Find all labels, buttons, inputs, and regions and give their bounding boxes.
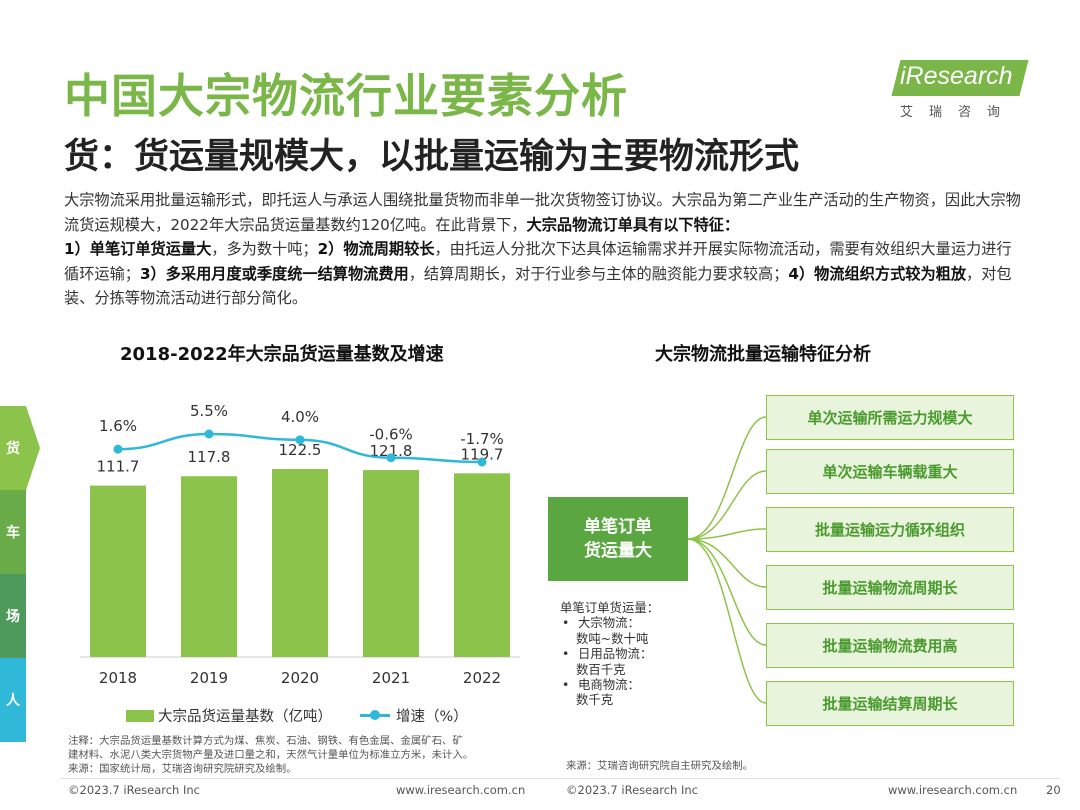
feature-box: 批量运输物流周期长 (766, 565, 1014, 610)
iresearch-logo: iResearch 艾瑞咨询 (891, 60, 1032, 120)
order-volume-detail: 单笔订单货运量： 大宗物流： 数吨~数十吨 日用品物流： 数百千克 电商物流： … (560, 600, 659, 708)
bar (363, 470, 419, 657)
feature-box: 批量运输运力循环组织 (766, 507, 1014, 552)
logo-subtext: 艾瑞咨询 (900, 105, 1017, 120)
intro-paragraph: 大宗物流采用批量运输形式，即托运人与承运人围绕批量货物而非单一批次货物签订协议。… (64, 188, 1026, 311)
x-tick-label: 2020 (281, 669, 319, 687)
detail-item-name: 日用品物流： (560, 646, 659, 662)
chart-legend: 大宗品货运量基数（亿吨） 增速（%） (126, 705, 468, 726)
side-tab-ren[interactable]: 人 (0, 658, 26, 742)
legend-bar-label: 大宗品货运量基数（亿吨） (158, 709, 332, 725)
growth-rate-point (477, 457, 487, 467)
growth-rate-point (295, 435, 305, 445)
x-tick-label: 2019 (190, 669, 228, 687)
footer-url-right[interactable]: www.iresearch.com.cn (888, 783, 1018, 797)
center-line-2: 货运量大 (584, 541, 652, 561)
legend-line-label: 增速（%） (396, 709, 468, 725)
detail-item-name: 电商物流： (560, 677, 659, 693)
center-line-1: 单笔订单 (584, 517, 652, 537)
connector-line (687, 470, 767, 540)
diagram-source: 来源：艾瑞咨询研究院自主研究及绘制。 (566, 760, 754, 772)
connector-line (687, 538, 767, 646)
feature-box: 批量运输结算周期长 (766, 681, 1014, 726)
bar-value-label: 117.8 (188, 448, 231, 466)
legend-bar-swatch (126, 709, 154, 722)
connector-line (687, 416, 767, 540)
growth-rate-label: -1.7% (460, 430, 504, 448)
intro-text-5: ，对包装、分拣等物流活动进行部分简化。 (64, 264, 1012, 308)
footer-divider (60, 778, 1060, 779)
detail-item-value: 数吨~数十吨 (576, 630, 649, 646)
intro-bold-4: 3）多采用月度或季度统一结算物流费用 (139, 264, 409, 283)
intro-bold-2: 1）单笔订单货运量大 (64, 240, 212, 258)
note-line-2: 建材料、水泥八类大宗货物产量及进口量之和，天然气计量单位为标准立方米，未计入。 (68, 749, 474, 761)
footer-copyright-left: ©2023.7 iResearch Inc (68, 783, 200, 797)
note-line-1: 注释：大宗品货运量基数计算方式为煤、焦炭、石油、钢铁、有色金属、金属矿石、矿 (68, 735, 463, 747)
legend-line-swatch (360, 710, 390, 720)
bar-value-label: 121.8 (370, 442, 413, 460)
x-tick-label: 2021 (372, 669, 410, 687)
diagram-center-box: 单笔订单 货运量大 (548, 497, 688, 581)
bar-value-label: 122.5 (279, 441, 322, 459)
growth-rate-label: 1.6% (99, 417, 137, 435)
page-title: 中国大宗物流行业要素分析 (64, 69, 628, 123)
feature-box: 单次运输所需运力规模大 (766, 395, 1014, 440)
intro-text-1: 大宗物流采用批量运输形式，即托运人与承运人围绕批量货物而非单一批次货物签订协议。… (64, 191, 1021, 234)
intro-text-3: ，由托运人分批次下达具体运输需求并开展实际物流活动，需要有效组织大量运力进行循环… (64, 240, 1012, 283)
growth-rate-label: 4.0% (281, 408, 319, 426)
x-tick-label: 2022 (463, 669, 501, 687)
intro-text-2: ，多为数十吨； (211, 240, 318, 258)
connector-line (687, 538, 767, 588)
freight-chart: 111.7 2018 117.8 2019 122.5 2020 121.8 2021 119.… (80, 402, 520, 687)
logo-text: iResearch (900, 62, 1013, 90)
feature-box: 单次运输车辆载重大 (766, 449, 1014, 494)
connector-line (687, 538, 767, 704)
page-number: 20 (1046, 783, 1061, 797)
bar (90, 485, 146, 657)
footer-copyright-right: ©2023.7 iResearch Inc (566, 783, 698, 797)
side-tab-che[interactable]: 车 (0, 490, 26, 574)
intro-text-4: ，结算周期长，对于行业参与主体的融资能力要求较高； (408, 264, 789, 283)
intro-bold-5: 4）物流组织方式较为粗放 (788, 264, 967, 283)
growth-rate-point (204, 429, 214, 439)
growth-rate-point (113, 444, 123, 454)
chart-note: 注释：大宗品货运量基数计算方式为煤、焦炭、石油、钢铁、有色金属、金属矿石、矿 建… (68, 734, 538, 776)
growth-rate-point (386, 453, 396, 463)
bar (454, 473, 510, 657)
feature-box: 批量运输物流费用高 (766, 623, 1014, 668)
intro-bold-1: 大宗品物流订单具有以下特征： (526, 215, 740, 234)
page-subtitle: 货：货运量规模大，以批量运输为主要物流形式 (64, 137, 800, 177)
growth-rate-label: -0.6% (369, 426, 413, 444)
bar (272, 469, 328, 657)
detail-title: 单笔订单货运量： (560, 600, 660, 615)
connector-line (687, 528, 767, 540)
active-tab-arrow (26, 406, 40, 490)
note-line-3: 来源：国家统计局，艾瑞咨询研究院研究及绘制。 (68, 763, 297, 775)
chart-title: 2018-2022年大宗品货运量基数及增速 (120, 344, 444, 365)
detail-item-name: 大宗物流： (560, 615, 659, 631)
growth-rate-label: 5.5% (190, 402, 228, 420)
side-tab-chang[interactable]: 场 (0, 574, 26, 658)
intro-bold-3: 2）物流周期较长 (317, 240, 435, 258)
diagram-title: 大宗物流批量运输特征分析 (655, 344, 871, 365)
side-tab-huo[interactable]: 货 (0, 406, 26, 490)
detail-item-value: 数百千克 (576, 661, 626, 677)
x-tick-label: 2018 (99, 669, 137, 687)
bar-value-label: 111.7 (97, 458, 140, 476)
detail-item-value: 数千克 (576, 692, 614, 708)
bar (181, 476, 237, 657)
footer-url-left: www.iresearch.com.cn (396, 783, 526, 797)
diagram-connectors (687, 416, 767, 704)
bar-value-label: 119.7 (461, 445, 504, 463)
